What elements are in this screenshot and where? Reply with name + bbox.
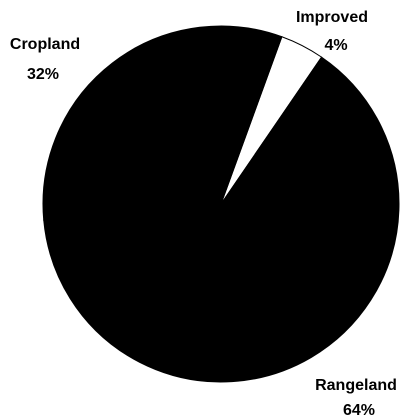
pie-slice-cropland [42, 25, 283, 221]
pie-slices [42, 25, 400, 383]
slice-label-rangeland: Rangeland [315, 377, 397, 394]
slice-label-improved: Improved [296, 9, 368, 26]
slice-label-cropland: Cropland [10, 36, 80, 53]
slice-value-rangeland: 64% [343, 402, 375, 419]
slice-value-improved: 4% [324, 37, 347, 54]
slice-value-cropland: 32% [27, 66, 59, 83]
pie-slice-rangeland [43, 56, 400, 383]
